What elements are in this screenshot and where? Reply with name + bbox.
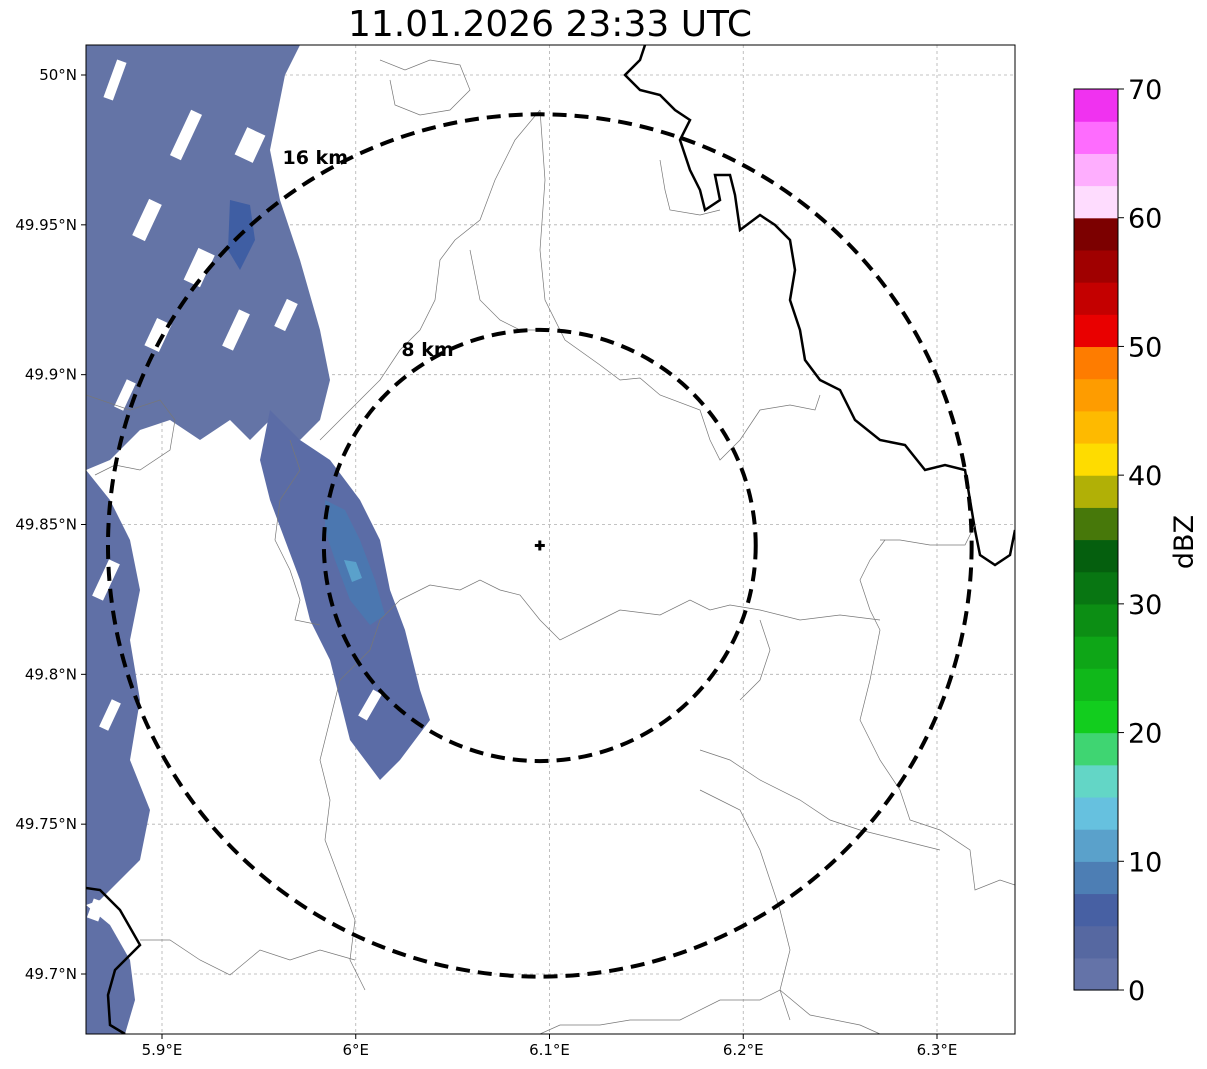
y-tick-label: 49.9°N bbox=[25, 366, 77, 384]
echo-core-light bbox=[344, 560, 362, 582]
colorbar-ticks: 0 10 20 30 40 50 60 70 bbox=[1118, 75, 1162, 1007]
colorbar-swatch bbox=[1074, 249, 1118, 283]
x-tick-label: 6.1°E bbox=[529, 1041, 570, 1059]
country-border-east bbox=[623, 45, 1015, 567]
colorbar-tick-label: 60 bbox=[1128, 204, 1162, 235]
colorbar-swatch bbox=[1074, 764, 1118, 798]
colorbar-swatch bbox=[1074, 796, 1118, 830]
colorbar-swatch bbox=[1074, 571, 1118, 605]
y-tick-label: 50°N bbox=[39, 66, 77, 84]
map-boundaries bbox=[86, 45, 1015, 1034]
x-axis-ticks: 5.9°E 6°E 6.1°E 6.2°E 6.3°E bbox=[142, 1034, 958, 1059]
colorbar-tick-label: 30 bbox=[1128, 590, 1162, 621]
colorbar-swatch bbox=[1074, 636, 1118, 669]
colorbar-swatch bbox=[1074, 829, 1118, 862]
map-title: 11.01.2026 23:33 UTC bbox=[347, 4, 753, 45]
colorbar-swatch bbox=[1074, 121, 1118, 154]
colorbar-tick-label: 0 bbox=[1128, 976, 1145, 1007]
colorbar-tick-label: 50 bbox=[1128, 332, 1162, 363]
echo-band-west-lower bbox=[86, 470, 150, 905]
colorbar bbox=[1073, 88, 1119, 991]
colorbar-tick-label: 70 bbox=[1128, 75, 1162, 106]
echo-band-sw bbox=[86, 905, 135, 1034]
range-ring-label: 16 km bbox=[283, 147, 349, 169]
x-tick-label: 6.3°E bbox=[917, 1041, 958, 1059]
colorbar-label: dBZ bbox=[1169, 515, 1200, 569]
colorbar-frame bbox=[1073, 88, 1119, 991]
colorbar-swatch bbox=[1074, 217, 1118, 251]
colorbar-swatch bbox=[1074, 957, 1118, 991]
y-tick-label: 49.95°N bbox=[15, 216, 77, 234]
y-tick-label: 49.8°N bbox=[25, 665, 77, 683]
colorbar-swatch bbox=[1074, 282, 1118, 315]
colorbar-swatch bbox=[1074, 539, 1118, 573]
colorbar-swatch bbox=[1074, 89, 1118, 122]
x-tick-label: 5.9°E bbox=[142, 1041, 183, 1059]
axes-frame bbox=[85, 44, 1016, 1035]
range-ring-8km bbox=[321, 327, 758, 764]
colorbar-tick-label: 10 bbox=[1128, 847, 1162, 878]
colorbar-swatch bbox=[1074, 893, 1118, 927]
colorbar-swatch bbox=[1074, 861, 1118, 895]
colorbar-swatch bbox=[1074, 603, 1118, 637]
municipal-lines bbox=[86, 59, 1015, 1034]
y-tick-label: 49.7°N bbox=[25, 965, 77, 983]
colorbar-swatch bbox=[1074, 378, 1118, 412]
colorbar-swatch bbox=[1074, 668, 1118, 701]
colorbar-tick-label: 40 bbox=[1128, 461, 1162, 492]
y-axis-ticks: 50°N 49.95°N 49.9°N 49.85°N 49.8°N 49.75°N 49.… bbox=[15, 66, 86, 983]
range-ring-label: 8 km bbox=[401, 339, 453, 361]
x-tick-label: 6.2°E bbox=[723, 1041, 764, 1059]
y-tick-label: 49.85°N bbox=[15, 516, 77, 534]
reflectivity-echoes bbox=[86, 45, 430, 1034]
colorbar-swatch bbox=[1074, 185, 1118, 219]
y-tick-label: 49.75°N bbox=[15, 815, 77, 833]
colorbar-swatch bbox=[1074, 153, 1118, 187]
colorbar-swatch bbox=[1074, 410, 1118, 444]
colorbar-swatch bbox=[1074, 346, 1118, 380]
colorbar-swatch bbox=[1074, 700, 1118, 734]
colorbar-swatch bbox=[1074, 925, 1118, 959]
range-rings bbox=[105, 112, 974, 979]
colorbar-swatch bbox=[1074, 442, 1118, 476]
colorbar-swatch bbox=[1074, 314, 1118, 348]
colorbar-swatch bbox=[1074, 732, 1118, 766]
colorbar-swatch bbox=[1074, 507, 1118, 541]
range-ring-16km bbox=[105, 112, 974, 979]
echo-strip-diagonal bbox=[260, 410, 430, 780]
colorbar-tick-label: 20 bbox=[1128, 719, 1162, 750]
x-tick-label: 6°E bbox=[342, 1041, 369, 1059]
radar-site-marker bbox=[534, 540, 545, 551]
colorbar-swatch bbox=[1074, 475, 1118, 508]
country-border-southwest bbox=[86, 886, 142, 1034]
